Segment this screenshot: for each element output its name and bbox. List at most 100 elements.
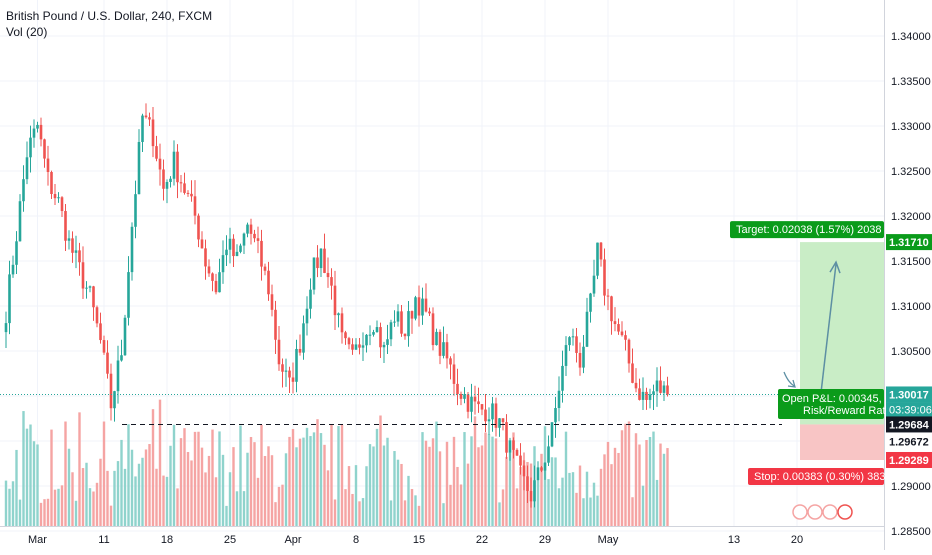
volume-bar (540, 454, 542, 526)
price-axis[interactable]: 1.340001.335001.330001.325001.320001.315… (885, 0, 932, 550)
event-marker-icon[interactable] (808, 505, 822, 519)
candle-body (425, 299, 428, 312)
volume-bar (173, 425, 175, 526)
volume-bar (495, 438, 497, 526)
volume-bar (250, 437, 252, 526)
volume-bar (208, 456, 210, 526)
candle-body (526, 476, 529, 491)
volume-indicator-title: Vol (20) (6, 24, 212, 40)
volume-bar (428, 447, 430, 526)
candle-body (649, 394, 652, 400)
volume-bar (19, 500, 21, 526)
candle-body (316, 257, 319, 268)
volume-bar (78, 412, 80, 526)
volume-bar (656, 480, 658, 526)
candle-body (124, 318, 127, 355)
volume-bar (239, 425, 241, 526)
candle-body (383, 345, 386, 347)
candle-body (180, 182, 183, 183)
volume-bar (470, 436, 472, 526)
candle-body (355, 344, 358, 349)
volume-bar (166, 477, 168, 526)
volume-bar (330, 425, 332, 526)
candle-body (313, 257, 316, 289)
event-marker-icon[interactable] (838, 505, 852, 519)
volume-bar (236, 491, 238, 526)
candle-body (362, 345, 365, 347)
volume-bar (418, 506, 420, 526)
candle-body (428, 312, 431, 314)
volume-bar (659, 444, 661, 526)
candle-body (512, 440, 515, 450)
volume-bar (383, 446, 385, 526)
volume-bar (15, 450, 17, 526)
volume-bar (498, 502, 500, 526)
candle-body (264, 267, 267, 271)
event-marker-icon[interactable] (823, 505, 837, 519)
volume-bar (204, 472, 206, 526)
candle-body (414, 297, 417, 318)
volume-bar (201, 448, 203, 526)
volume-bar (404, 500, 406, 526)
candle-body (176, 152, 179, 183)
price-tick-label: 1.31500 (891, 256, 931, 268)
volume-bar (232, 447, 234, 526)
volume-bar (288, 437, 290, 526)
volume-bar (281, 485, 283, 526)
candle-body (323, 249, 326, 273)
volume-bar (337, 426, 339, 526)
volume-bar (421, 432, 423, 526)
volume-bar (407, 476, 409, 526)
volume-bar (176, 488, 178, 526)
candle-body (222, 255, 225, 272)
candle-body (320, 249, 323, 268)
entry-price-tag: 1.29684 (889, 419, 930, 431)
event-marker-icon[interactable] (793, 505, 807, 519)
volume-bar (222, 455, 224, 526)
volume-bar (666, 448, 668, 526)
volume-bar (169, 446, 171, 526)
candle-body (400, 311, 403, 333)
volume-bar (341, 425, 343, 526)
volume-bar (400, 464, 402, 526)
price-tick-label: 1.29000 (891, 481, 931, 493)
candle-body (586, 312, 589, 347)
candle-body (155, 146, 158, 159)
volume-bar (358, 501, 360, 526)
volume-bar (414, 495, 416, 526)
price-tick-label: 1.32000 (891, 211, 931, 223)
candle-body (208, 266, 211, 273)
candle-body (61, 197, 64, 211)
candle-body (218, 272, 221, 292)
time-tick-label: 29 (539, 534, 551, 546)
volume-bar (488, 434, 490, 526)
candle-body (372, 332, 375, 335)
volume-bar (71, 472, 73, 526)
volume-bar (645, 440, 647, 526)
position-zones (800, 242, 884, 460)
candle-body (43, 139, 46, 158)
candle-body (449, 358, 452, 364)
volume-bar (635, 433, 637, 526)
volume-bar (344, 489, 346, 526)
volume-bar (218, 431, 220, 526)
volume-bar (477, 447, 479, 526)
candle-body (36, 125, 39, 129)
volume-bar (586, 472, 588, 526)
candle-body (271, 294, 274, 310)
volume-bar (106, 471, 108, 526)
pnl-label: Open P&L: 0.00345, (782, 393, 882, 405)
candle-body (330, 277, 333, 286)
volume-bar (575, 493, 577, 526)
candle-body (131, 227, 134, 272)
volume-bar (197, 432, 199, 526)
candle-body (117, 361, 120, 392)
stop-price-tag: 1.29289 (889, 455, 929, 467)
candle-body (239, 246, 242, 252)
volume-bar (99, 459, 101, 526)
candle-body (596, 243, 599, 276)
candle-body (418, 297, 421, 315)
